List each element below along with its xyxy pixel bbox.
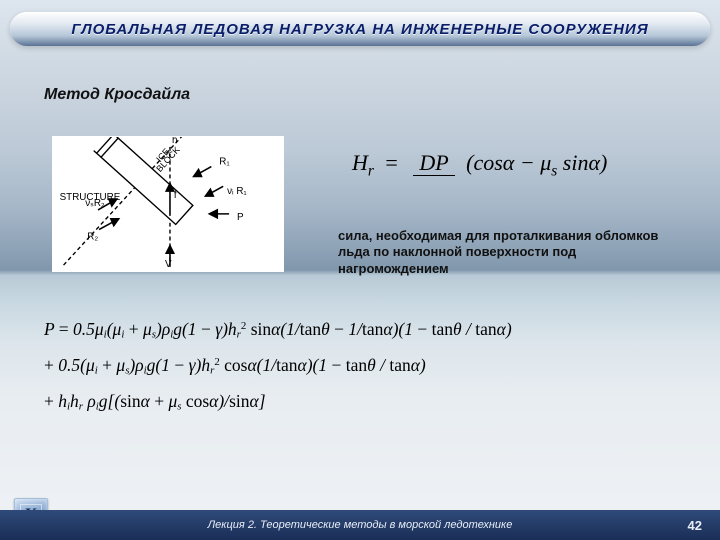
lbl-mir1: νᵢ R₁ (227, 186, 247, 197)
caption-right: сила, необходимая для проталкивания обло… (338, 228, 688, 277)
hr-eq: = (385, 150, 397, 175)
page-number: 42 (688, 518, 702, 533)
method-title: Метод Кросдайла (44, 86, 190, 104)
title-band: ГЛОБАЛЬНАЯ ЛЕДОВАЯ НАГРУЗКА НА ИНЖЕНЕРНЫ… (10, 12, 710, 46)
lbl-r1: R₁ (219, 157, 230, 168)
page-title: ГЛОБАЛЬНАЯ ЛЕДОВАЯ НАГРУЗКА НА ИНЖЕНЕРНЫ… (71, 21, 648, 38)
lbl-p: P (237, 212, 244, 223)
lbl-v: V (165, 259, 172, 270)
slide: ГЛОБАЛЬНАЯ ЛЕДОВАЯ НАГРУЗКА НА ИНЖЕНЕРНЫ… (0, 0, 720, 540)
lbl-f: f (174, 190, 177, 201)
formula-line-1: P = 0.5μi(μi + μs)ρig(1 − γ)hr2 sinα(1/t… (44, 312, 684, 348)
hr-fraction: DP (cosα − μs sinα) (413, 150, 613, 180)
lbl-r2: R₂ (87, 231, 98, 242)
hr-num: DP (413, 150, 454, 176)
formula-p: P = 0.5μi(μi + μs)ρig(1 − γ)hr2 sinα(1/t… (44, 312, 684, 420)
formula-line-2: + 0.5(μi + μs)ρig(1 − γ)hr2 cosα(1/tanα)… (44, 348, 684, 384)
hr-lhs: Hr (352, 150, 374, 175)
hr-den: (cosα − μs sinα) (460, 150, 613, 175)
footer-bar: Лекция 2. Теоретические методы в морской… (0, 510, 720, 540)
diagram: STRUCTURE ICE BLOCK h R₁ νᵢ R₁ νₛR₂ R₂ f… (52, 136, 284, 272)
formula-hr: Hr = DP (cosα − μs sinα) (352, 150, 617, 181)
formula-line-3: + hihr ρig[(sinα + μs cosα)/sinα] (44, 384, 684, 420)
footer-lecture: Лекция 2. Теоретические методы в морской… (0, 519, 720, 531)
lbl-msr2: νₛR₂ (85, 198, 105, 209)
lbl-h: h (172, 137, 177, 146)
